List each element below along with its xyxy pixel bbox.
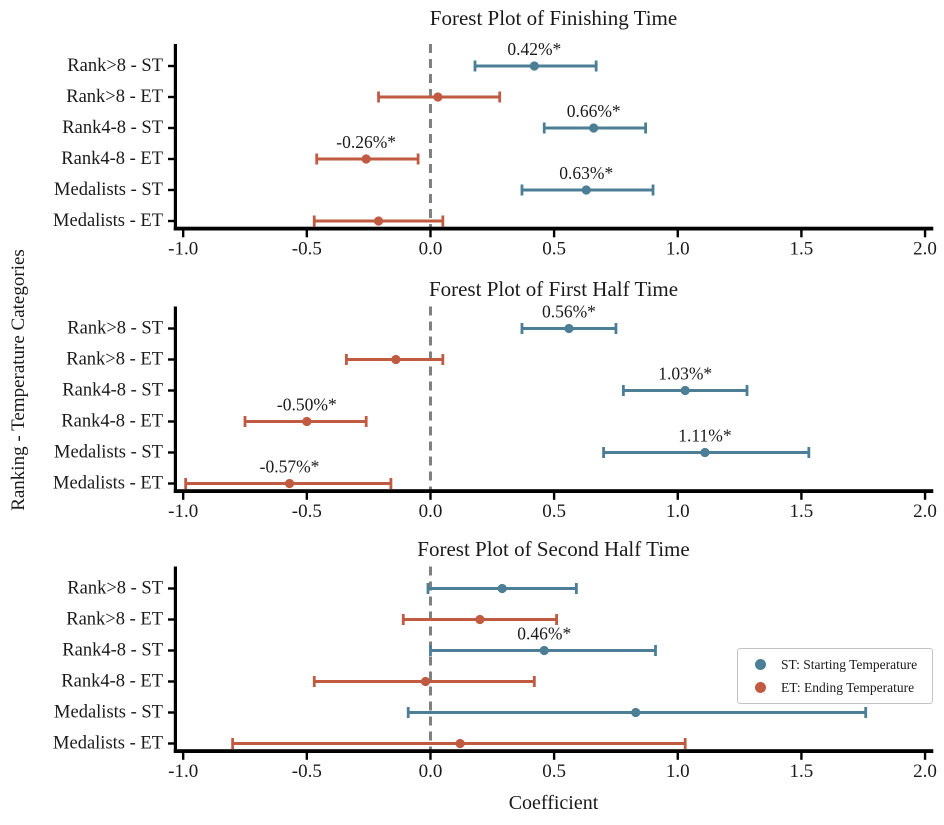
category-label: Rank4-8 - ET	[61, 149, 163, 169]
y-axis-label: Ranking - Temperature Categories	[8, 249, 29, 511]
coefficient-marker	[373, 216, 384, 226]
legend-entry-et: ET: Ending Temperature	[755, 680, 932, 696]
category-label: Medalists - ET	[53, 211, 163, 231]
legend-label-et: ET: Ending Temperature	[781, 679, 915, 695]
coefficient-marker	[391, 354, 401, 365]
legend-label-st: ST: Starting Temperature	[781, 656, 918, 672]
coefficient-annotation: 1.03%*	[658, 364, 712, 384]
category-label: Medalists - ET	[53, 474, 163, 494]
category-label: Rank4-8 - ET	[61, 412, 163, 432]
left-spine	[173, 306, 177, 493]
coefficient-marker	[475, 614, 485, 625]
coefficient-marker	[284, 478, 295, 489]
x-tick-label: -0.5	[292, 761, 322, 782]
x-tick-label: 0.5	[542, 501, 566, 522]
coefficient-annotation: 1.11%*	[678, 426, 731, 446]
panel-title-second-half-time: Forest Plot of Second Half Time	[417, 537, 690, 561]
coefficient-marker	[564, 323, 574, 334]
panel-title-finishing-time: Forest Plot of Finishing Time	[429, 6, 678, 30]
x-tick-label: 2.0	[913, 501, 937, 522]
category-label: Rank>8 - ET	[66, 87, 163, 107]
coefficient-marker	[589, 123, 599, 133]
x-tick-label: 1.5	[790, 239, 814, 260]
et-legend-dot-icon	[755, 682, 766, 693]
x-tick-label: 1.0	[666, 239, 690, 260]
coefficient-marker	[581, 185, 591, 195]
x-tick-label: 0.5	[542, 761, 566, 782]
legend-entry-st: ST: Starting Temperature	[755, 657, 932, 673]
x-tick-label: 1.0	[666, 761, 690, 782]
coefficient-annotation: -0.50%*	[277, 395, 337, 415]
x-tick-label: 1.5	[790, 501, 814, 522]
coefficient-annotation: 0.46%*	[517, 624, 571, 644]
category-label: Medalists - ST	[54, 443, 163, 463]
x-tick-label: -0.5	[292, 501, 322, 522]
coefficient-marker	[497, 583, 507, 594]
coefficient-annotation: 0.66%*	[567, 101, 621, 121]
legend: ST: Starting Temperature ET: Ending Temp…	[737, 648, 933, 704]
coefficient-marker	[455, 738, 465, 749]
category-label: Rank4-8 - ST	[62, 381, 163, 401]
bottom-spine	[173, 489, 934, 493]
category-label: Rank4-8 - ST	[62, 641, 163, 661]
left-spine	[173, 44, 177, 231]
category-label: Rank4-8 - ET	[61, 672, 163, 692]
x-axis-label: Coefficient	[508, 792, 599, 814]
x-tick-label: 1.5	[790, 761, 814, 782]
bottom-spine	[173, 226, 934, 231]
x-tick-label: 2.0	[913, 761, 937, 782]
st-legend-dot-icon	[755, 659, 766, 670]
category-label: Medalists - ET	[53, 734, 163, 754]
left-spine	[173, 566, 177, 753]
coefficient-marker	[302, 416, 312, 427]
x-tick-label: 2.0	[913, 239, 937, 260]
category-label: Rank>8 - ET	[66, 610, 163, 630]
category-label: Rank>8 - ST	[67, 56, 163, 76]
panel-title-first-half-time: Forest Plot of First Half Time	[428, 277, 679, 301]
coefficient-annotation: 0.63%*	[559, 163, 613, 183]
coefficient-marker	[361, 154, 371, 164]
coefficient-marker	[631, 707, 641, 718]
x-tick-label: 1.0	[666, 501, 690, 522]
category-label: Rank>8 - ET	[66, 350, 163, 370]
x-tick-label: 0.0	[419, 501, 443, 522]
coefficient-marker	[700, 447, 710, 458]
x-tick-label: -1.0	[168, 761, 198, 782]
coefficient-annotation: 0.42%*	[507, 39, 561, 59]
category-label: Rank>8 - ST	[67, 319, 163, 339]
category-label: Medalists - ST	[54, 180, 163, 200]
x-tick-label: -1.0	[168, 501, 198, 522]
x-tick-label: -1.0	[168, 239, 198, 260]
category-label: Rank4-8 - ST	[62, 118, 163, 138]
x-tick-label: 0.0	[419, 761, 443, 782]
coefficient-annotation: -0.57%*	[260, 457, 320, 477]
x-tick-label: -0.5	[292, 239, 322, 260]
coefficient-annotation: -0.26%*	[336, 132, 396, 152]
bottom-spine	[173, 749, 934, 753]
x-tick-label: 0.5	[542, 239, 566, 260]
coefficient-marker	[529, 61, 539, 71]
coefficient-marker	[539, 645, 549, 656]
coefficient-marker	[433, 92, 443, 102]
coefficient-marker	[420, 676, 431, 687]
category-label: Medalists - ST	[54, 703, 163, 723]
coefficient-annotation: 0.56%*	[542, 302, 596, 322]
coefficient-marker	[680, 385, 690, 396]
category-label: Rank>8 - ST	[67, 579, 163, 599]
x-tick-label: 0.0	[419, 239, 443, 260]
